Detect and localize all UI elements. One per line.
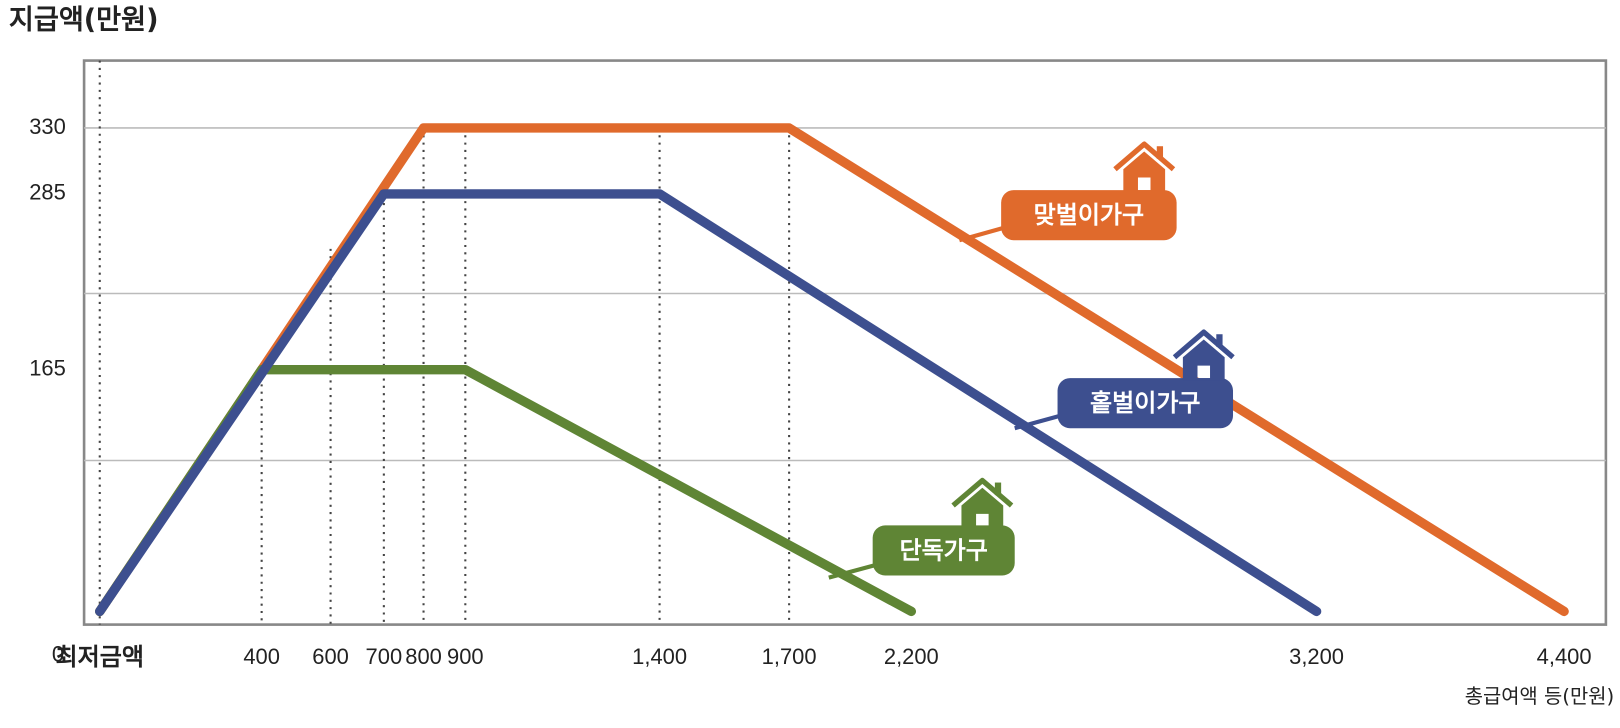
house-icon: [1113, 141, 1176, 193]
legend-label: 단독가구: [899, 536, 987, 564]
house-icon: [1172, 329, 1235, 381]
house-roof: [1172, 329, 1235, 360]
y-tick-label: 165: [29, 355, 66, 380]
x-tick-label: 1,700: [762, 644, 817, 669]
house-body: [1182, 339, 1225, 381]
house-body: [1123, 151, 1166, 193]
x-tick-label: 4,400: [1537, 644, 1592, 669]
y-axis-title: 지급액(만원): [9, 4, 159, 35]
series-line: [95, 189, 1322, 617]
x-tick-label: 900: [447, 644, 484, 669]
plot-frame: [82, 59, 1608, 626]
x-tick-label: 3,200: [1289, 644, 1344, 669]
house-roof: [951, 477, 1014, 508]
legend-box: [1001, 190, 1177, 241]
house-icon: [951, 477, 1014, 529]
x-axis-title: 총급여액 등(만원): [1465, 685, 1614, 708]
x-tick-label: 700: [366, 644, 403, 669]
legend-box: [1057, 378, 1234, 429]
x-tick-label: 2,200: [884, 644, 939, 669]
x-tick-label: 800: [405, 644, 442, 669]
x-tick-label: 최저금액: [56, 643, 144, 671]
x-tick-label: 600: [312, 644, 349, 669]
legend-label: 홑벌이가구: [1090, 389, 1200, 417]
y-tick-label: 330: [29, 114, 66, 139]
house-chimney: [1216, 334, 1223, 347]
x-tick-label: 400: [243, 644, 280, 669]
legend-label: 맞벌이가구: [1034, 201, 1144, 229]
y-tick-label: 0: [52, 642, 64, 667]
x-tick-label: 1,400: [632, 644, 687, 669]
house-roof: [1113, 141, 1176, 172]
y-tick-label: 285: [29, 180, 66, 205]
house-chimney: [994, 482, 1002, 496]
house-body: [961, 487, 1004, 529]
legend-box: [872, 525, 1015, 576]
house-chimney: [1156, 146, 1164, 159]
